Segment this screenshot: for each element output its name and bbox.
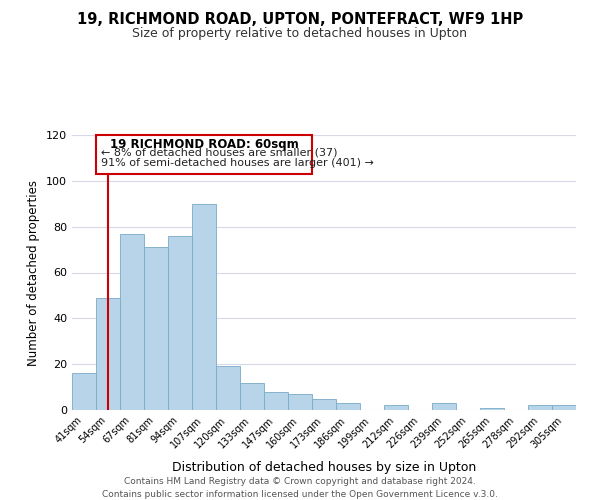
Text: Contains public sector information licensed under the Open Government Licence v.: Contains public sector information licen… xyxy=(102,490,498,499)
Bar xyxy=(552,406,576,410)
Bar xyxy=(312,398,336,410)
Bar xyxy=(240,382,264,410)
Bar xyxy=(384,406,408,410)
Bar xyxy=(288,394,312,410)
X-axis label: Distribution of detached houses by size in Upton: Distribution of detached houses by size … xyxy=(172,461,476,474)
Bar xyxy=(216,366,240,410)
FancyBboxPatch shape xyxy=(96,135,312,174)
Text: 19 RICHMOND ROAD: 60sqm: 19 RICHMOND ROAD: 60sqm xyxy=(110,138,298,151)
Bar xyxy=(264,392,288,410)
Bar xyxy=(96,298,120,410)
Bar xyxy=(336,403,360,410)
Bar xyxy=(72,374,96,410)
Bar xyxy=(120,234,144,410)
Bar xyxy=(168,236,192,410)
Bar xyxy=(432,403,456,410)
Bar xyxy=(528,406,552,410)
Bar xyxy=(144,248,168,410)
Text: Size of property relative to detached houses in Upton: Size of property relative to detached ho… xyxy=(133,28,467,40)
Bar xyxy=(480,408,504,410)
Bar xyxy=(192,204,216,410)
Text: 19, RICHMOND ROAD, UPTON, PONTEFRACT, WF9 1HP: 19, RICHMOND ROAD, UPTON, PONTEFRACT, WF… xyxy=(77,12,523,28)
Y-axis label: Number of detached properties: Number of detached properties xyxy=(28,180,40,366)
Text: 91% of semi-detached houses are larger (401) →: 91% of semi-detached houses are larger (… xyxy=(101,158,374,168)
Text: ← 8% of detached houses are smaller (37): ← 8% of detached houses are smaller (37) xyxy=(101,148,337,158)
Text: Contains HM Land Registry data © Crown copyright and database right 2024.: Contains HM Land Registry data © Crown c… xyxy=(124,478,476,486)
